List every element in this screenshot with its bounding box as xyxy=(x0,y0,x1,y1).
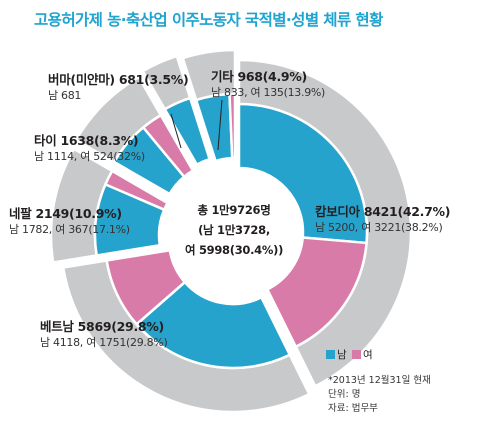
chart-title: 고용허가제 농·축산업 이주노동자 국적별·성별 체류 현황 xyxy=(34,11,383,29)
other-leader-line xyxy=(217,99,223,151)
note-source: 자료: 법무부 xyxy=(328,403,378,414)
center-total: 총 1만9726명 (남 1만3728, 여 5998(30.4%)) xyxy=(173,200,295,260)
myanmar-male-slice xyxy=(163,96,211,166)
label-cambodia-sub: 남 5200, 여 3221(38.2%) xyxy=(315,221,443,234)
vietnam-male-slice xyxy=(135,280,291,370)
label-myanmar-sub: 남 681 xyxy=(48,89,82,102)
legend: 남 여 xyxy=(326,347,373,362)
label-nepal: 네팔 2149(10.9%) 남 1782, 여 367(17.1%) xyxy=(9,205,130,238)
legend-female-label: 여 xyxy=(363,349,373,361)
note-date: *2013년 12월31일 현재 xyxy=(328,375,431,386)
label-other: 기타 968(4.9%) 남 833, 여 135(13.9%) xyxy=(211,68,325,101)
label-vietnam-name: 베트남 5869(29.8%) xyxy=(40,319,164,334)
leader-lines xyxy=(170,99,223,151)
label-nepal-sub: 남 1782, 여 367(17.1%) xyxy=(9,223,130,236)
nepal-female-slice xyxy=(104,169,169,211)
label-thailand: 타이 1638(8.3%) 남 1114, 여 524(32%) xyxy=(34,132,145,165)
label-thailand-name: 타이 1638(8.3%) xyxy=(34,133,139,148)
legend-female-swatch xyxy=(352,350,362,359)
label-nepal-name: 네팔 2149(10.9%) xyxy=(9,206,122,221)
cambodia-female-slice xyxy=(266,236,368,348)
legend-male-label: 남 xyxy=(337,349,347,361)
center-total-line2: (남 1만3728, xyxy=(198,223,270,237)
label-thailand-sub: 남 1114, 여 524(32%) xyxy=(34,150,145,163)
legend-male-swatch xyxy=(326,350,335,359)
notes: *2013년 12월31일 현재 단위: 명 자료: 법무부 xyxy=(328,374,431,416)
label-vietnam-sub: 남 4118, 여 1751(29.8%) xyxy=(40,336,168,349)
label-myanmar: 버마(미얀마) 681(3.5%) 남 681 xyxy=(48,71,189,104)
label-other-name: 기타 968(4.9%) xyxy=(211,69,307,84)
other-female-slice xyxy=(228,92,237,160)
center-total-line1: 총 1만9726명 xyxy=(197,203,271,217)
inner-ring xyxy=(93,92,369,370)
label-vietnam: 베트남 5869(29.8%) 남 4118, 여 1751(29.8%) xyxy=(40,318,168,351)
note-unit: 단위: 명 xyxy=(328,389,361,400)
center-total-line3: 여 5998(30.4%)) xyxy=(184,243,284,257)
cambodia-male-slice xyxy=(237,102,369,245)
myanmar-leader-line xyxy=(170,113,182,149)
thailand-female-slice xyxy=(142,114,195,178)
vietnam-female-slice xyxy=(105,248,187,326)
label-myanmar-name: 버마(미얀마) 681(3.5%) xyxy=(48,72,189,87)
label-cambodia: 캄보디아 8421(42.7%) 남 5200, 여 3221(38.2%) xyxy=(315,203,450,236)
label-other-sub: 남 833, 여 135(13.9%) xyxy=(211,86,326,99)
label-cambodia-name: 캄보디아 8421(42.7%) xyxy=(315,204,451,219)
